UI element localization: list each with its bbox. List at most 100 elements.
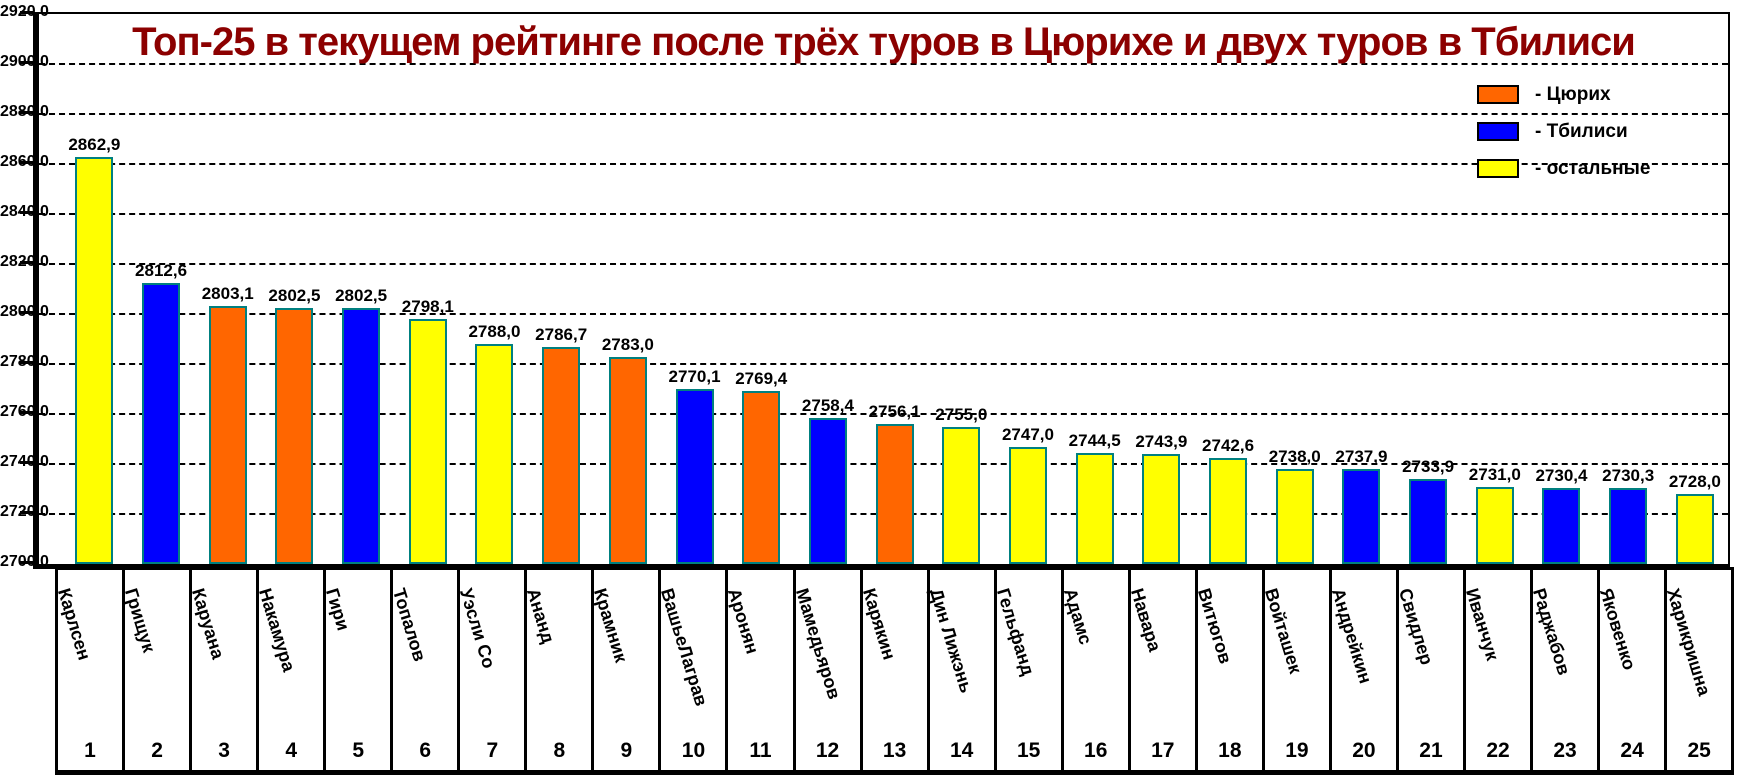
player-name: Гири [322,586,354,633]
bar-value-label: 2758,4 [801,396,854,415]
bar-column: 2755,0 [928,14,995,564]
bar-column: 2756,1 [861,14,928,564]
bar [1675,494,1714,564]
y-axis-tick [20,461,34,464]
bar-value-label: 2737,9 [1335,447,1388,467]
y-axis-tick [20,311,34,314]
player-rank: 21 [1419,739,1443,762]
bar [608,356,647,564]
bar [942,426,981,564]
player-name: Крамник [590,586,632,665]
bar [875,423,914,564]
bar [142,282,181,564]
player-cell: Крамник 9 [590,570,662,770]
player-rank: 24 [1620,739,1644,762]
player-name: Карякин [858,586,900,663]
bar-column: 2730,4 [1528,14,1595,564]
player-name: Ананд [523,586,559,646]
y-axis-tick [20,261,34,264]
bar [542,347,581,564]
player-rank: 7 [486,739,499,762]
bar-column: 2731,0 [1461,14,1528,564]
bar [1475,486,1514,564]
player-rank: 1 [84,739,96,762]
gridline [39,313,1728,315]
bar-value-label: 2742,6 [1202,435,1255,455]
player-rank: 8 [553,739,566,762]
player-cell: Дин Лижэнь 14 [925,570,997,770]
player-rank: 4 [285,739,297,762]
bar-value-label: 2738,0 [1268,447,1321,466]
player-name: Аронян [724,586,764,657]
y-axis-tick [20,211,34,214]
player-cell: Аронян 11 [724,570,796,770]
y-axis-tick [20,61,34,64]
player-rank: 17 [1151,739,1175,762]
bar [1275,469,1314,564]
bar-value-label: 2730,4 [1535,466,1588,485]
bar-column: 2738,0 [1261,14,1328,564]
legend-label: - Тбилиси [1535,120,1628,142]
bar-column: 2769,4 [728,14,795,564]
bar-value-label: 2788,0 [468,322,521,341]
legend-swatch-tbilisi [1477,122,1519,141]
y-axis-tick [20,11,34,14]
player-cell: Андрейкин 20 [1328,570,1399,770]
bar-column: 2786,7 [528,14,595,564]
bar [408,318,447,564]
player-name: Свидлер [1394,586,1437,668]
bar-column: 2742,6 [1195,14,1262,564]
bar [1142,454,1181,564]
bars-row: 2862,9 2812,6 2803,1 2802,5 2802,5 2798,1 2788… [61,14,1728,564]
bar-value-label: 2747,0 [1001,424,1054,444]
player-cell: Гири 5 [322,570,394,770]
player-cell: Навара 17 [1127,570,1198,770]
player-rank: 2 [151,739,163,762]
player-name: Дин Лижэнь [925,586,977,696]
bar [808,418,847,564]
bar [75,156,114,564]
bar-value-label: 2770,1 [668,366,721,386]
bar-value-label: 2756,1 [868,401,921,421]
bar [342,307,381,564]
player-rank: 12 [815,739,840,762]
bar-column: 2728,0 [1662,14,1729,564]
legend-item-zurich: - Цюрих [1477,84,1650,105]
player-cell: Гельфанд 15 [993,570,1064,770]
gridline [39,163,1728,165]
player-name: Витюгов [1193,586,1236,667]
player-rank: 13 [882,739,907,762]
player-name: Карлсен [53,586,95,663]
y-axis-tick [20,511,34,514]
player-name: Яковенко [1595,586,1640,673]
bar-value-label: 2802,5 [335,285,388,305]
chart-title: Топ-25 в текущем рейтинге после трёх тур… [132,20,1636,64]
bar [475,344,514,564]
bar [1008,446,1047,564]
gridline [39,263,1728,265]
player-cell: Адамс 16 [1060,570,1131,770]
legend-label: - Цюрих [1535,83,1611,105]
bar [275,307,314,564]
player-rank: 5 [352,739,365,762]
player-name: Андрейкин [1327,586,1376,686]
player-cell: Витюгов 18 [1194,570,1265,770]
player-name: Харикришна [1662,586,1715,699]
bar-column: 2783,0 [595,14,662,564]
player-rank: 14 [949,739,974,762]
y-axis-tick [20,361,34,364]
bar [675,388,714,564]
player-rank: 23 [1553,739,1577,762]
player-cell: Ананд 8 [523,570,595,770]
gridline [39,213,1728,215]
bar-value-label: 2862,9 [68,134,121,154]
player-name: Войташек [1260,586,1306,676]
legend-item-tbilisi: - Тбилиси [1477,121,1650,142]
player-rank: 6 [419,739,432,762]
player-cell: ВашьеЛаграв 10 [657,570,729,770]
bar-value-label: 2786,7 [535,325,588,345]
gridline [39,113,1728,115]
player-name: Накамура [255,586,300,674]
player-name: Грищук [120,586,160,655]
